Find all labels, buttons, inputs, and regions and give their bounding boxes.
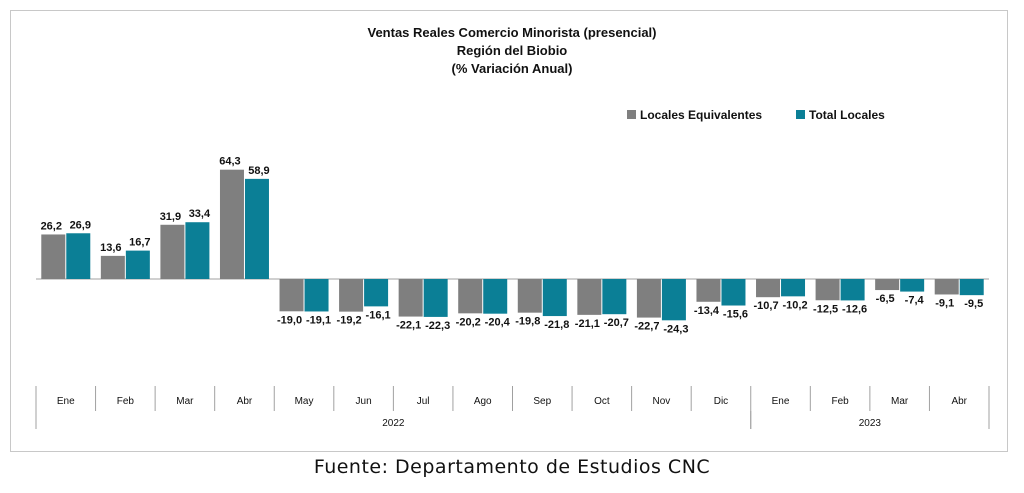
category-label-13: Ene [772,396,790,407]
bar-s1-8 [458,279,483,314]
data-label-s1-3: 31,9 [160,211,181,223]
data-label-s2-8: -20,4 [485,317,511,329]
bar-s1-11 [636,279,661,318]
bar-s1-12 [696,279,721,302]
bar-s1-14 [815,279,840,301]
bar-s1-3 [160,224,185,279]
data-label-s1-6: -19,2 [337,315,362,327]
data-label-s1-10: -21,1 [575,318,600,330]
legend-swatch-1 [627,110,636,119]
legend-swatch-2 [796,110,805,119]
data-label-s1-13: -10,7 [753,300,778,312]
bar-s2-1 [66,233,91,279]
data-label-s1-4: 64,3 [219,156,240,168]
category-label-6: Jun [356,396,372,407]
data-label-s2-3: 33,4 [189,208,211,220]
bar-s1-9 [517,279,542,313]
category-label-14: Feb [831,396,849,407]
bar-s1-15 [875,279,900,291]
data-label-s1-9: -19,8 [515,316,540,328]
category-label-12: Dic [714,396,728,407]
data-label-s2-14: -12,6 [842,303,867,315]
data-label-s1-5: -19,0 [277,314,302,326]
data-label-s1-7: -22,1 [396,320,421,332]
bar-s1-4 [219,169,244,279]
category-label-7: Jul [417,396,430,407]
data-label-s2-15: -7,4 [905,295,925,307]
bar-s1-2 [100,255,125,279]
data-label-s1-16: -9,1 [935,297,954,309]
bar-s2-8 [483,279,508,314]
data-label-s1-2: 13,6 [100,242,121,254]
bar-s2-4 [244,178,269,279]
year-label-2: 2023 [859,418,882,429]
chart-frame: Ventas Reales Comercio Minorista (presen… [10,10,1008,452]
data-label-s1-1: 26,2 [41,220,62,232]
bar-s2-10 [602,279,627,315]
bar-s2-12 [721,279,746,306]
category-label-10: Oct [594,396,610,407]
data-label-s2-2: 16,7 [129,237,150,249]
bar-s2-3 [185,222,210,279]
bar-s1-5 [279,279,304,312]
category-label-9: Sep [533,396,551,407]
data-label-s1-8: -20,2 [456,316,481,328]
bar-s1-13 [756,279,781,298]
bar-s2-15 [900,279,925,292]
data-label-s2-1: 26,9 [70,219,91,231]
data-label-s2-16: -9,5 [964,298,983,310]
category-label-4: Abr [237,396,253,407]
bar-s1-7 [398,279,423,317]
data-label-s1-15: -6,5 [876,293,895,305]
data-label-s2-10: -20,7 [604,317,629,329]
category-label-15: Mar [891,396,909,407]
bar-s2-6 [364,279,389,307]
bar-s2-13 [781,279,806,297]
bar-s2-7 [423,279,448,317]
data-label-s2-5: -19,1 [306,314,331,326]
chart-title-line-3: (% Variación Anual) [452,61,573,76]
bar-s1-10 [577,279,602,315]
data-label-s1-14: -12,5 [813,303,838,315]
category-label-1: Ene [57,396,75,407]
legend-label-2: Total Locales [809,108,885,122]
data-label-s2-9: -21,8 [544,319,569,331]
data-label-s2-6: -16,1 [366,309,391,321]
bar-s1-6 [339,279,364,312]
category-label-16: Abr [951,396,967,407]
data-label-s2-12: -15,6 [723,309,748,321]
chart-title-line-1: Ventas Reales Comercio Minorista (presen… [368,25,657,40]
bar-s2-16 [959,279,984,296]
data-label-s2-13: -10,2 [782,299,807,311]
bar-s2-5 [304,279,329,312]
bar-s1-1 [41,234,66,279]
category-label-8: Ago [474,396,492,407]
bar-s1-16 [934,279,959,295]
year-label-1: 2022 [382,418,405,429]
data-label-s1-12: -13,4 [694,305,720,317]
category-label-5: May [295,396,314,407]
bar-s2-11 [661,279,686,321]
data-label-s2-4: 58,9 [248,165,269,177]
category-label-11: Nov [653,396,671,407]
data-label-s2-11: -24,3 [663,323,688,335]
chart-title-line-2: Región del Biobio [457,43,568,58]
bar-s2-14 [840,279,865,301]
data-label-s2-7: -22,3 [425,320,450,332]
source-note: Fuente: Departamento de Estudios CNC [313,456,711,478]
bar-s2-9 [542,279,567,317]
chart-svg: Ventas Reales Comercio Minorista (presen… [35,25,990,429]
legend-label-1: Locales Equivalentes [640,108,762,122]
data-label-s1-11: -22,7 [634,321,659,333]
category-label-3: Mar [176,396,194,407]
bar-s2-2 [125,250,150,279]
category-label-2: Feb [117,396,135,407]
